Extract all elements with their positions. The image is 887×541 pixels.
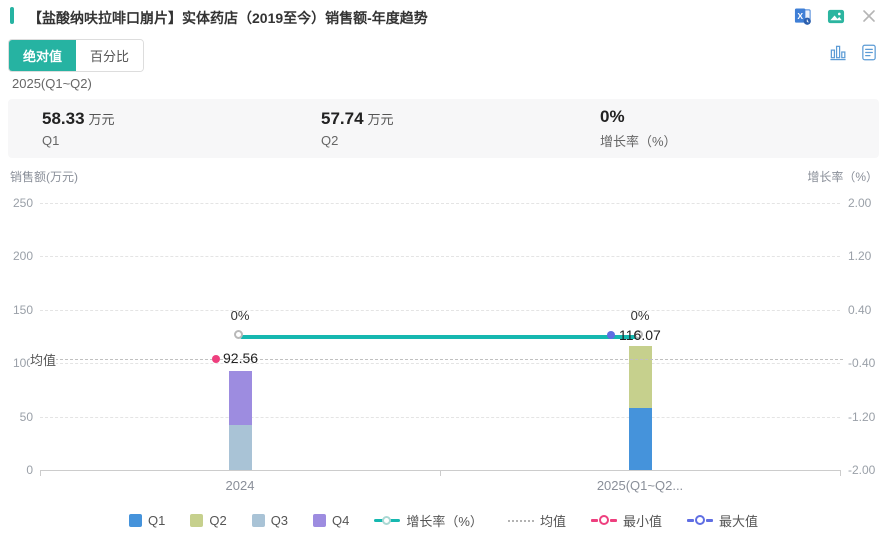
bar-chart-view-icon[interactable] — [829, 43, 847, 61]
chart-legend: Q1 Q2 Q3 Q4 增长率（%） 均值 最小值 最大值 — [0, 511, 887, 530]
legend-item-square-q2[interactable]: Q2 — [190, 513, 227, 528]
stat-q2: 57.74 万元 Q2 — [321, 109, 600, 148]
stat-growth: 0% 增长率（%） — [600, 107, 879, 150]
stat-growth-value: 0% — [600, 107, 625, 126]
y-right-tick-label: -1.20 — [848, 409, 876, 424]
legend-item-label: Q3 — [270, 513, 289, 528]
x-category-label: 2024 — [225, 478, 255, 493]
y-left-tick-label: 50 — [19, 409, 33, 424]
legend-ring-icon — [686, 515, 713, 526]
stat-growth-label: 增长率（%） — [600, 134, 677, 149]
stat-q2-label: Q2 — [321, 133, 339, 148]
x-category-label: 2025(Q1~Q2... — [596, 478, 684, 493]
tab-absolute-value[interactable]: 绝对值 — [9, 40, 77, 71]
stat-q1-value: 58.33 — [42, 109, 85, 128]
y-right-tick-label: 1.20 — [848, 249, 872, 264]
x-axis-tick — [40, 470, 41, 476]
grid-line — [40, 309, 840, 311]
min-value-marker — [212, 354, 220, 363]
svg-text:X: X — [797, 10, 803, 20]
legend-item-square-q1[interactable]: Q1 — [129, 513, 165, 528]
legend-dashed-line-icon — [507, 519, 534, 522]
report-view-icon[interactable] — [860, 43, 878, 61]
mean-line-label: 均值 — [30, 349, 57, 369]
value-mode-tabs: 绝对值 百分比 — [8, 39, 145, 72]
page-title: 【盐酸纳呋拉啡口崩片】实体药店（2019至今）销售额-年度趋势 — [28, 10, 428, 26]
excel-export-icon[interactable]: X — [794, 7, 812, 25]
grid-line — [40, 363, 840, 365]
mean-line — [30, 358, 843, 360]
legend-ring-icon — [590, 515, 617, 526]
bar-segment-q4[interactable] — [228, 371, 252, 426]
summary-stats: 58.33 万元 Q1 57.74 万元 Q2 0% 增长率（%） — [8, 99, 879, 158]
legend-item-label: 最大值 — [718, 514, 758, 529]
max-value-label: 116.07 — [619, 326, 661, 343]
stat-q2-unit: 万元 — [367, 112, 394, 127]
period-label: 2025(Q1~Q2) — [12, 76, 92, 91]
grid-line — [40, 416, 840, 418]
legend-item-square-q3[interactable]: Q3 — [251, 513, 289, 528]
header: 【盐酸纳呋拉啡口崩片】实体药店（2019至今）销售额-年度趋势 X — [0, 0, 887, 32]
y-right-tick-label: -0.40 — [848, 356, 876, 371]
y-right-axis-title: 增长率（%） — [807, 170, 878, 184]
trend-chart: 销售额(万元) 增长率（%） 250 2.00 200 1.20 150 0.40 100 -… — [0, 160, 887, 510]
legend-item-square-q4[interactable]: Q4 — [313, 513, 349, 528]
y-left-tick-label: 250 — [12, 196, 33, 210]
y-left-tick-label: 200 — [12, 249, 33, 264]
close-icon[interactable] — [860, 7, 878, 25]
growth-rate-point — [633, 330, 643, 339]
legend-item-label: Q1 — [148, 513, 166, 528]
legend-item-label: 最小值 — [622, 514, 662, 529]
y-left-tick-label: 0 — [26, 463, 33, 477]
x-axis-tick — [840, 470, 841, 476]
grid-line — [40, 256, 840, 258]
bar-segment-q2[interactable] — [628, 346, 652, 408]
growth-rate-point-label: 0% — [230, 307, 250, 323]
legend-square-icon — [129, 514, 142, 527]
y-left-tick-label: 100 — [12, 356, 33, 371]
growth-rate-point — [233, 330, 243, 339]
stat-q1-unit: 万元 — [88, 112, 115, 127]
legend-item-label: Q2 — [209, 513, 227, 528]
legend-line-circle-icon — [374, 515, 401, 526]
legend-item-ring-[interactable]: 最大值 — [686, 511, 758, 530]
title-accent-bar — [10, 7, 14, 24]
y-right-tick-label: -2.00 — [848, 463, 876, 477]
growth-rate-line — [240, 334, 640, 339]
stat-q1: 58.33 万元 Q1 — [42, 109, 321, 148]
image-export-icon[interactable] — [827, 7, 845, 25]
bar-segment-q3[interactable] — [228, 425, 252, 470]
legend-item-label: 均值 — [539, 514, 566, 529]
legend-square-icon — [190, 514, 204, 527]
tab-percentage[interactable]: 百分比 — [76, 40, 144, 71]
legend-item-label: Q4 — [332, 513, 350, 528]
grid-line — [40, 203, 840, 204]
max-value-marker — [607, 330, 615, 339]
legend-item-ring-[interactable]: 最小值 — [590, 511, 662, 530]
min-value-label: 92.56 — [223, 349, 259, 366]
x-axis-tick — [440, 470, 441, 476]
legend-square-icon — [313, 514, 327, 527]
legend-item-line-circle-[interactable]: 增长率（%） — [374, 511, 483, 530]
legend-item-dashed-[interactable]: 均值 — [507, 511, 566, 530]
bar-segment-q1[interactable] — [628, 407, 652, 470]
growth-rate-point-label: 0% — [630, 307, 650, 323]
y-left-axis-title: 销售额(万元) — [10, 170, 78, 184]
y-left-tick-label: 150 — [12, 302, 33, 317]
y-right-tick-label: 0.40 — [848, 302, 872, 317]
stat-q1-label: Q1 — [42, 133, 60, 148]
legend-item-label: 增长率（%） — [406, 514, 483, 529]
y-right-tick-label: 2.00 — [848, 196, 872, 210]
legend-square-icon — [251, 514, 265, 527]
stat-q2-value: 57.74 — [321, 109, 364, 128]
